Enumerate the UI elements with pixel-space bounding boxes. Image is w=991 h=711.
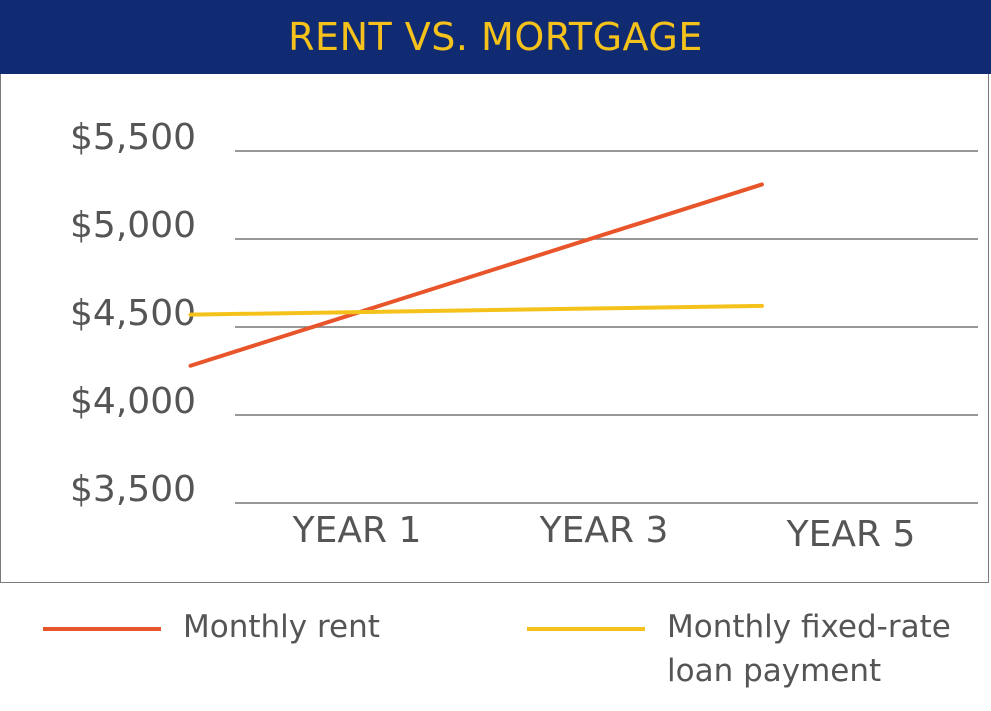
chart-frame [0, 74, 989, 583]
legend-item-rent: Monthly rent [43, 605, 380, 649]
grid-lines [235, 150, 978, 504]
legend-label-loan-line2: loan payment [667, 653, 882, 689]
x-tick-label: YEAR 3 [539, 510, 669, 551]
y-axis-tick-labels: $5,500 $5,000 $4,500 $4,000 $3,500 [70, 117, 196, 510]
y-tick-label: $4,500 [70, 293, 196, 334]
x-tick-label: YEAR 5 [786, 514, 916, 555]
legend-item-loan: Monthly fixed-rate loan payment [527, 605, 951, 693]
chart-title: RENT VS. MORTGAGE [288, 15, 703, 59]
legend-label-rent: Monthly rent [183, 609, 380, 645]
line-chart: $5,500$5,000$4,500$4,000$3,500 YEAR 1 YEA… [70, 117, 978, 555]
legend-swatch-rent [43, 627, 161, 631]
y-tick-label: $5,000 [70, 205, 196, 246]
legend-label-loan-line1: Monthly fixed-rate [667, 609, 951, 645]
legend-swatch-loan [527, 627, 645, 631]
y-tick-label: $3,500 [70, 469, 196, 510]
y-tick-label: $5,500 [70, 117, 196, 158]
y-tick-label: $4,000 [70, 381, 196, 422]
chart-legend: Monthly rent Monthly fixed-rate loan pay… [0, 605, 991, 705]
chart-title-bar: RENT VS. MORTGAGE [0, 0, 991, 74]
x-axis-tick-labels: YEAR 1 YEAR 3 YEAR 5 [292, 510, 916, 555]
series-line-rent [188, 182, 764, 368]
series-line-loan [188, 303, 764, 317]
legend-label-loan: Monthly fixed-rate loan payment [645, 605, 951, 693]
x-tick-label: YEAR 1 [292, 510, 422, 551]
series-lines [188, 182, 764, 368]
